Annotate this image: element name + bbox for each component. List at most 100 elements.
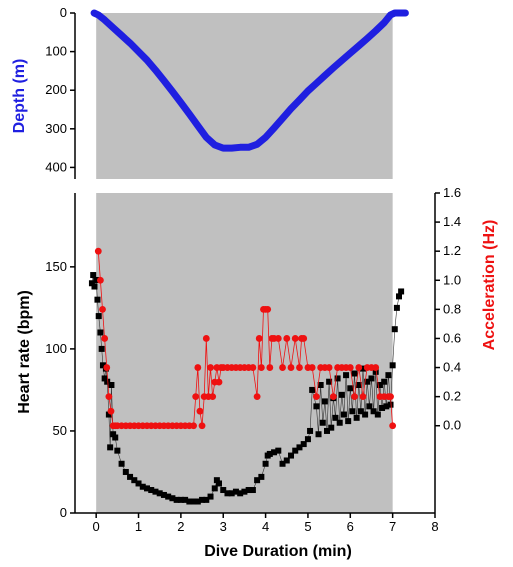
acceleration-point: [103, 364, 111, 371]
depth-tick-label: 100: [45, 44, 67, 59]
heart-rate-point: [228, 490, 235, 497]
heart-rate-point: [324, 427, 330, 434]
duration-tick-label: 4: [262, 519, 269, 534]
heart-rate-point: [321, 398, 328, 405]
depth-plot-background: [96, 13, 393, 179]
heart-rate-point: [343, 372, 350, 379]
heart-rate-point: [315, 431, 322, 438]
heart-rate-point: [254, 477, 261, 484]
heart-rate-point: [376, 382, 383, 388]
heart-rate-point: [107, 444, 114, 451]
acceleration-point: [202, 335, 210, 342]
acceleration-point: [372, 364, 380, 371]
acceleration-point: [192, 393, 200, 401]
heart-rate-point: [186, 498, 193, 505]
heart-rate-point: [241, 488, 248, 495]
heart-rate-point: [372, 368, 379, 375]
heart-rate-point: [211, 485, 218, 492]
heart-rate-point: [245, 487, 252, 494]
heart-rate-point: [396, 293, 402, 300]
acceleration-point: [257, 364, 265, 371]
heart-rate-point: [110, 431, 117, 438]
heart-rate-point: [364, 378, 371, 385]
heart-rate-tick-label: 50: [53, 423, 67, 438]
heart-rate-point: [194, 498, 201, 505]
acceleration-point: [355, 364, 363, 371]
depth-tick-label: 0: [60, 5, 67, 20]
acceleration-tick-label: 1.4: [443, 214, 461, 229]
heart-rate-point: [220, 487, 227, 494]
acceleration-point: [94, 247, 102, 255]
heart-rate-point: [366, 403, 373, 410]
heart-rate-point: [309, 386, 316, 393]
acceleration-axis-title: Acceleration (Hz): [481, 220, 498, 351]
acceleration-point: [194, 364, 202, 371]
heart-rate-point: [105, 411, 112, 418]
depth-tick-label: 300: [45, 121, 67, 136]
heart-rate-point: [353, 414, 360, 421]
heart-rate-point: [266, 450, 273, 457]
heart-rate-point: [332, 414, 339, 421]
duration-tick-label: 5: [304, 519, 311, 534]
acceleration-tick-label: 1.6: [443, 185, 461, 200]
heart-rate-point: [237, 490, 244, 497]
heart-rate-point: [169, 495, 176, 502]
heart-rate-point: [98, 345, 105, 352]
heart-rate-point: [275, 447, 282, 454]
heart-rate-point: [391, 326, 398, 333]
heart-rate-point: [349, 408, 356, 415]
acceleration-point: [389, 422, 397, 430]
heart-rate-point: [357, 408, 364, 415]
heart-rate-point: [131, 477, 138, 484]
heart-rate-point: [258, 473, 265, 480]
heart-rate-point: [135, 480, 142, 487]
heart-rate-point: [127, 473, 134, 480]
heart-rate-series: [88, 272, 405, 505]
heart-rate-point: [90, 272, 97, 279]
heart-rate-point: [94, 296, 101, 303]
heart-rate-point: [355, 382, 362, 388]
depth-series: [90, 9, 409, 152]
heart-rate-point: [347, 385, 354, 392]
acceleration-point: [308, 364, 316, 371]
heart-rate-point: [362, 411, 369, 418]
acceleration-point: [266, 364, 274, 371]
duration-tick-label: 7: [389, 519, 396, 534]
duration-tick-label: 1: [135, 519, 142, 534]
heart-rate-point: [398, 288, 405, 295]
heart-rate-point: [190, 498, 197, 505]
heart-rate-point: [108, 382, 115, 388]
acceleration-point: [190, 422, 197, 430]
acceleration-point: [253, 393, 261, 401]
acceleration-point: [209, 393, 217, 401]
acceleration-point: [264, 305, 272, 313]
heart-rate-point: [300, 441, 307, 448]
heart-rate-point: [199, 496, 206, 503]
heart-rate-point: [336, 419, 343, 426]
duration-tick-label: 6: [347, 519, 354, 534]
acceleration-point: [387, 393, 394, 401]
heart-rate-point: [97, 329, 104, 336]
acceleration-point: [249, 364, 257, 371]
depth-y-axis: 0 100 200 300 400: [45, 5, 76, 179]
heart-rate-point: [203, 496, 210, 503]
heart-rate-point: [88, 280, 95, 287]
heart-rate-panel: 0 50 100 150 0.0 0.2 0.4 0.6 0.8 1.0 1.2 1.4 1.6 0 1 2 3…: [16, 185, 498, 560]
heart-rate-point: [139, 483, 146, 490]
acceleration-point: [291, 335, 299, 342]
heart-rate-point: [99, 362, 106, 369]
heart-rate-point: [393, 304, 400, 311]
duration-tick-label: 8: [431, 519, 438, 534]
heart-rate-point: [304, 436, 311, 443]
heart-rate-point: [345, 418, 352, 425]
acceleration-point: [97, 276, 104, 284]
acceleration-point: [215, 378, 223, 386]
heart-rate-point: [207, 493, 214, 500]
heart-rate-point: [104, 378, 111, 385]
heart-rate-point: [93, 276, 100, 283]
heart-rate-point: [307, 427, 314, 434]
heart-rate-point: [216, 480, 222, 487]
heart-rate-point: [279, 460, 286, 467]
heart-rate-point: [148, 487, 155, 494]
heart-rate-point: [165, 493, 172, 500]
